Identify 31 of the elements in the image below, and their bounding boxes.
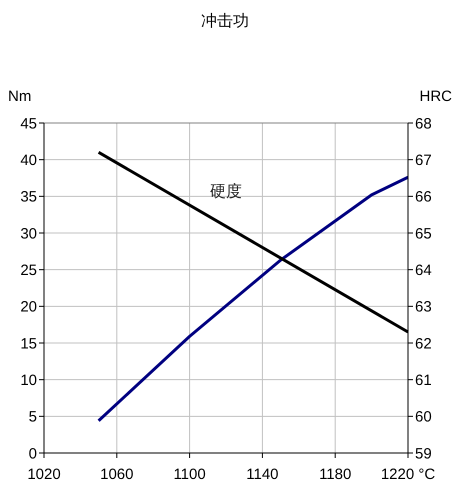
x-tick-label: 1180 [319,466,352,483]
y-tick-label: 25 [20,262,37,279]
x-tick-label: 1100 [173,466,206,483]
y2-tick-label: 61 [415,372,432,389]
y2-tick-label: 65 [415,225,432,242]
y2-tick-label: 62 [415,335,432,352]
y2-tick-label: 60 [415,408,432,426]
y2-tick-label: 59 [415,445,432,462]
x-tick-label: 1060 [100,466,134,483]
chart-title: 冲击功 [201,11,249,30]
y-tick-label: 35 [20,188,37,206]
y-axis-title: Nm [8,88,32,105]
y2-tick-label: 68 [415,115,432,132]
y-tick-label: 45 [20,115,37,132]
x-tick-label: 1220 °C [380,466,436,483]
series-label: 硬度 [210,181,242,200]
x-tick-label: 1020 [27,466,61,483]
x-tick-label: 1140 [246,466,279,483]
y2-tick-label: 66 [415,188,432,206]
y2-axis-title: HRC [420,88,452,105]
y-tick-label: 30 [20,225,37,242]
y-tick-label: 20 [20,298,37,316]
y-tick-label: 15 [20,335,37,352]
y-tick-label: 10 [20,372,37,389]
y-tick-label: 5 [28,408,37,426]
y-tick-label: 0 [28,445,37,462]
y2-tick-label: 67 [415,152,432,169]
y2-tick-label: 63 [415,298,432,316]
y2-tick-label: 64 [415,262,432,279]
y-tick-label: 40 [20,152,37,169]
line-series [97,176,410,422]
